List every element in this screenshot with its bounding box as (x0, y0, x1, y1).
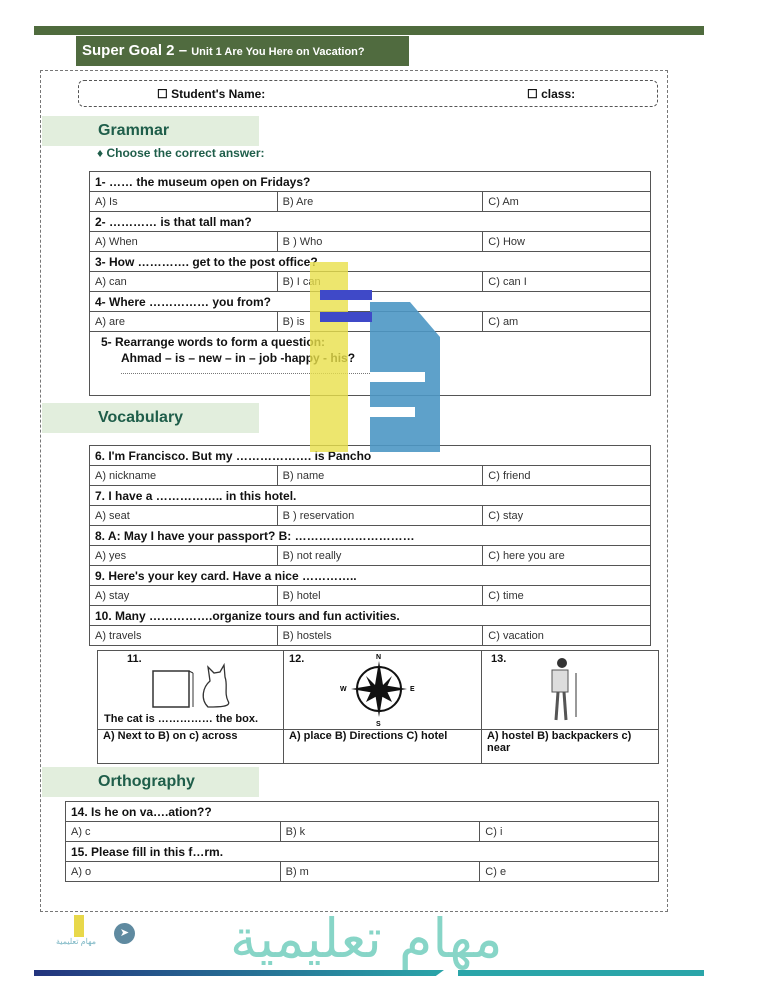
answers-12: A) place B) Directions C) hotel (283, 729, 482, 764)
answer-option[interactable]: C) Am (482, 191, 651, 212)
compass-east: E (410, 686, 415, 693)
answer-option[interactable]: B) not really (276, 545, 484, 566)
compass-north: N (376, 654, 381, 661)
answer-option[interactable]: C) e (479, 861, 659, 882)
answer-option[interactable]: A) seat (89, 505, 278, 526)
section-vocabulary: Vocabulary (42, 403, 259, 433)
answer-option[interactable]: B) m (279, 861, 481, 882)
question: 14. Is he on va….ation?? (65, 801, 659, 822)
answer-option[interactable]: A) can (89, 271, 278, 292)
footer-bar-blue (34, 970, 444, 976)
watermark-arabic: مهام تعليمية (230, 907, 503, 970)
class-label: ☐ class: (527, 87, 576, 101)
answer-option[interactable]: A) yes (89, 545, 278, 566)
footer-logo: مهام تعليمية (56, 915, 96, 946)
answer-option[interactable]: A) nickname (89, 465, 278, 486)
question: 15. Please fill in this f…rm. (65, 841, 659, 862)
answer-option[interactable]: C) friend (482, 465, 651, 486)
footer-bar-teal (458, 970, 704, 976)
answer-option[interactable]: B) name (276, 465, 484, 486)
answer-option[interactable]: C) stay (482, 505, 651, 526)
answer-option[interactable]: C) i (479, 821, 659, 842)
worksheet-title: Super Goal 2 – Unit 1 Are You Here on Va… (76, 36, 409, 66)
question: 10. Many …………….organize tours and fun ac… (89, 605, 651, 626)
answer-option[interactable]: B ) Who (276, 231, 484, 252)
student-info-box: ☐ Student's Name: ☐ class: (78, 80, 658, 107)
student-name-label: ☐ Student's Name: (157, 87, 266, 101)
compass-image: N S E W (340, 654, 415, 727)
answers-13: A) hostel B) backpackers c) near (481, 729, 659, 764)
answer-option[interactable]: B ) reservation (276, 505, 484, 526)
compass-south: S (376, 721, 381, 727)
vocabulary-table: 6. I'm Francisco. But my ………………. is Panc… (89, 445, 651, 646)
q5-instruction: 5- Rearrange words to form a question: (101, 335, 326, 349)
answer-option[interactable]: C) here you are (482, 545, 651, 566)
section-orthography: Orthography (42, 767, 259, 797)
question: 7. I have a …………….. in this hotel. (89, 485, 651, 506)
answer-option[interactable]: C) am (482, 311, 651, 332)
picture-cell-12: 12. N S E W (283, 650, 482, 730)
answer-option[interactable]: A) Is (89, 191, 278, 212)
question-number: 13. (491, 653, 507, 665)
logo-icon (74, 915, 84, 937)
backpacker-image (551, 658, 577, 721)
answer-option[interactable]: A) When (89, 231, 278, 252)
orthography-table: 14. Is he on va….ation?? A) c B) k C) i 15. … (65, 801, 659, 882)
answer-option[interactable]: B) hotel (276, 585, 484, 606)
picture-cell-13: 13. (481, 650, 659, 730)
question: 2- ………… is that tall man? (89, 211, 651, 232)
answer-option[interactable]: C) time (482, 585, 651, 606)
picture-caption: The cat is …………… the box. (104, 713, 259, 725)
answer-option[interactable]: B) Are (276, 191, 484, 212)
page-frame (40, 70, 668, 912)
q5-words: Ahmad – is – new – in – job -happy - his… (121, 351, 356, 365)
cat-box-image (152, 662, 230, 708)
answer-option[interactable]: A) o (65, 861, 281, 882)
question: 1- …… the museum open on Fridays? (89, 171, 651, 192)
question: 8. A: May I have your passport? B: ……………… (89, 525, 651, 546)
question-number: 11. (127, 653, 142, 665)
picture-table: 11. The cat is …………… the box. 12. N S E … (97, 650, 659, 764)
answers-11: A) Next to B) on c) across (97, 729, 284, 764)
telegram-icon[interactable]: ➤ (114, 923, 135, 944)
title-sub: Unit 1 Are You Here on Vacation? (191, 46, 365, 58)
answer-line[interactable] (121, 368, 406, 374)
answer-option[interactable]: A) are (89, 311, 278, 332)
question: 9. Here's your key card. Have a nice ………… (89, 565, 651, 586)
answer-option[interactable]: C) can I (482, 271, 651, 292)
answer-option[interactable]: B) k (279, 821, 481, 842)
compass-west: W (340, 686, 347, 693)
picture-cell-11: 11. The cat is …………… the box. (97, 650, 284, 730)
question-number: 12. (289, 653, 305, 665)
watermark-logo (310, 262, 440, 462)
answer-option[interactable]: C) vacation (482, 625, 651, 646)
answer-option[interactable]: A) c (65, 821, 281, 842)
answer-option[interactable]: B) hostels (276, 625, 484, 646)
instruction: ♦ Choose the correct answer: (97, 146, 265, 160)
section-grammar: Grammar (42, 116, 259, 146)
logo-text: مهام تعليمية (56, 937, 97, 946)
title-main: Super Goal 2 – (82, 42, 192, 59)
answer-option[interactable]: A) travels (89, 625, 278, 646)
answer-option[interactable]: C) How (482, 231, 651, 252)
answer-option[interactable]: A) stay (89, 585, 278, 606)
top-bar (34, 26, 704, 35)
